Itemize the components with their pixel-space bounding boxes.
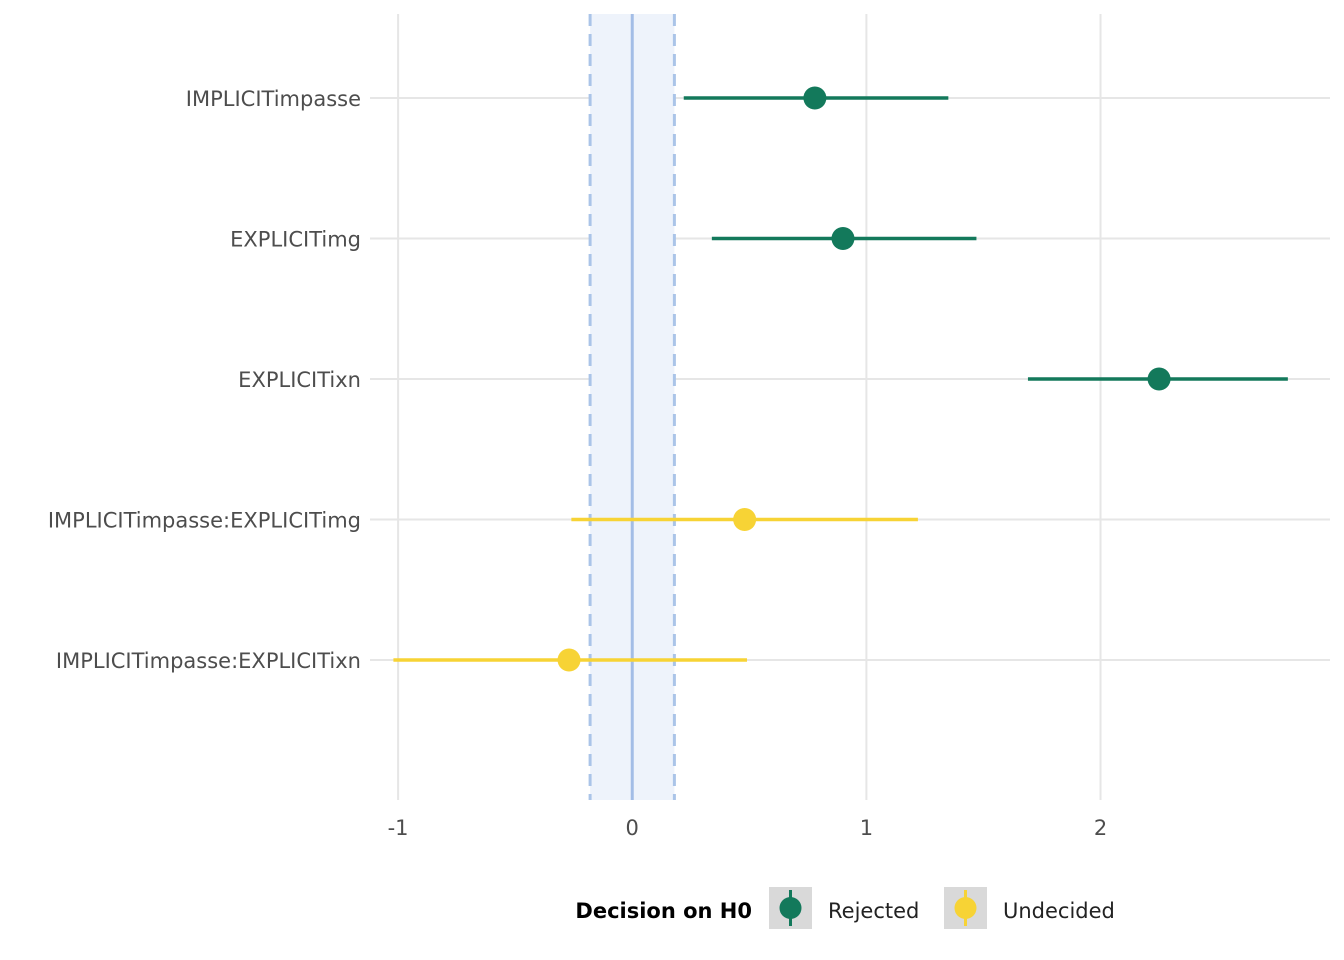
y-tick-label: IMPLICITimpasse:EXPLICITimg [48, 509, 361, 533]
point-estimate [831, 227, 855, 250]
legend-key-point [779, 897, 802, 919]
marks-layer [393, 86, 1288, 672]
x-axis-labels: -1 0 1 2 [388, 816, 1108, 840]
x-tick-label: 2 [1094, 816, 1107, 840]
legend-label: Undecided [1003, 899, 1115, 923]
legend: Decision on H0 Rejected Undecided [575, 887, 1115, 929]
legend-entries: Rejected Undecided [769, 887, 1115, 929]
point-estimate [557, 648, 581, 672]
legend-label: Rejected [828, 899, 919, 923]
y-tick-label: EXPLICITimg [230, 228, 361, 252]
grid-layer [370, 14, 1330, 800]
y-axis-labels: IMPLICITimpasse EXPLICITimg EXPLICITixn IMP… [48, 87, 361, 673]
y-tick-label: IMPLICITimpasse:EXPLICITixn [56, 649, 361, 673]
rope-region [588, 14, 676, 800]
x-tick-label: 0 [626, 816, 639, 840]
y-tick-label: IMPLICITimpasse [186, 87, 361, 111]
point-estimate [733, 508, 757, 531]
x-tick-label: 1 [860, 816, 873, 840]
point-estimate [803, 86, 827, 110]
legend-item: Undecided [944, 887, 1115, 929]
y-tick-label: EXPLICITixn [238, 368, 361, 392]
legend-key-point [954, 897, 977, 919]
legend-item: Rejected [769, 887, 919, 929]
legend-title: Decision on H0 [575, 899, 752, 923]
point-estimate [1147, 367, 1171, 391]
x-tick-label: -1 [388, 816, 409, 840]
